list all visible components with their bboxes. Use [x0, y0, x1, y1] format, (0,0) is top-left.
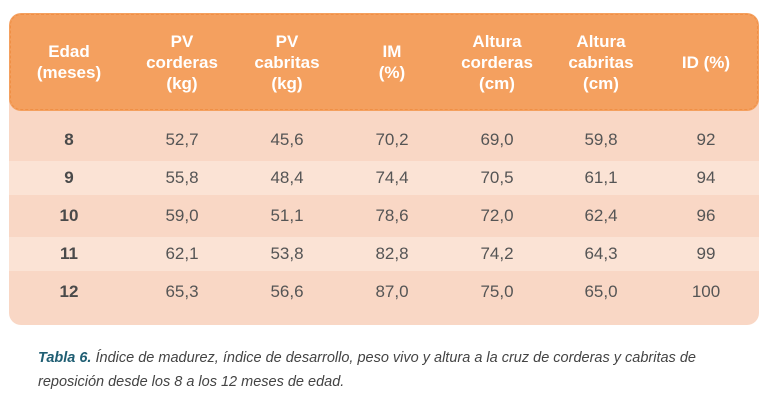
caption-label: Tabla 6. — [38, 350, 92, 366]
cell-pv-corderas: 52,7 — [165, 130, 199, 149]
cell-pv-cabritas: 56,6 — [270, 282, 304, 301]
table-row: 10 59,0 51,1 78,6 72,0 62,4 96 — [9, 199, 759, 233]
header-id: ID (%) — [681, 52, 731, 72]
header-pv-corderas: PV corderas (kg) — [146, 31, 218, 93]
cell-edad: 12 — [59, 282, 79, 301]
cell-edad: 9 — [64, 168, 74, 187]
header-edad: Edad (meses) — [36, 42, 102, 82]
cell-altura-cabritas: 61,1 — [584, 168, 618, 187]
cell-pv-corderas: 55,8 — [165, 168, 199, 187]
data-table: Edad (meses) PV corderas (kg) PV cabrita… — [9, 13, 759, 325]
cell-id: 100 — [691, 282, 721, 301]
header-pv-cabritas: PV cabritas (kg) — [254, 31, 320, 93]
cell-altura-corderas: 69,0 — [480, 130, 514, 149]
cell-edad: 10 — [59, 206, 79, 225]
cell-im: 70,2 — [375, 130, 409, 149]
cell-edad: 11 — [60, 244, 78, 263]
cell-id: 92 — [696, 130, 716, 149]
header-altura-cabritas: Altura cabritas (cm) — [568, 31, 634, 93]
cell-altura-cabritas: 64,3 — [584, 244, 618, 263]
cell-id: 94 — [696, 168, 716, 187]
cell-im: 87,0 — [375, 282, 409, 301]
cell-pv-corderas: 62,1 — [165, 244, 199, 263]
cell-im: 82,8 — [375, 244, 409, 263]
header-altura-corderas: Altura corderas (cm) — [461, 31, 533, 93]
cell-altura-cabritas: 59,8 — [584, 130, 618, 149]
cell-id: 96 — [696, 206, 716, 225]
cell-pv-corderas: 65,3 — [165, 282, 199, 301]
cell-id: 99 — [696, 244, 716, 263]
cell-altura-corderas: 72,0 — [480, 206, 514, 225]
table-row: 11 62,1 53,8 82,8 74,2 64,3 99 — [9, 237, 759, 271]
caption-text: Índice de madurez, índice de desarrollo,… — [38, 350, 696, 390]
cell-edad: 8 — [64, 130, 74, 149]
table-row: 12 65,3 56,6 87,0 75,0 65,0 100 — [9, 275, 759, 309]
cell-pv-corderas: 59,0 — [165, 206, 199, 225]
cell-altura-corderas: 74,2 — [480, 244, 514, 263]
cell-altura-cabritas: 62,4 — [584, 206, 618, 225]
cell-pv-cabritas: 45,6 — [270, 130, 304, 149]
cell-altura-corderas: 70,5 — [480, 168, 514, 187]
cell-im: 74,4 — [375, 168, 409, 187]
table-row: 9 55,8 48,4 74,4 70,5 61,1 94 — [9, 161, 759, 195]
cell-pv-cabritas: 48,4 — [270, 168, 304, 187]
cell-pv-cabritas: 53,8 — [270, 244, 304, 263]
table-caption: Tabla 6. Índice de madurez, índice de de… — [38, 346, 738, 394]
table-row: 8 52,7 45,6 70,2 69,0 59,8 92 — [9, 123, 759, 157]
table-header: Edad (meses) PV corderas (kg) PV cabrita… — [9, 13, 759, 111]
cell-pv-cabritas: 51,1 — [270, 206, 304, 225]
cell-altura-corderas: 75,0 — [480, 282, 514, 301]
cell-im: 78,6 — [375, 206, 409, 225]
cell-altura-cabritas: 65,0 — [584, 282, 618, 301]
header-im: IM (%) — [378, 42, 406, 82]
